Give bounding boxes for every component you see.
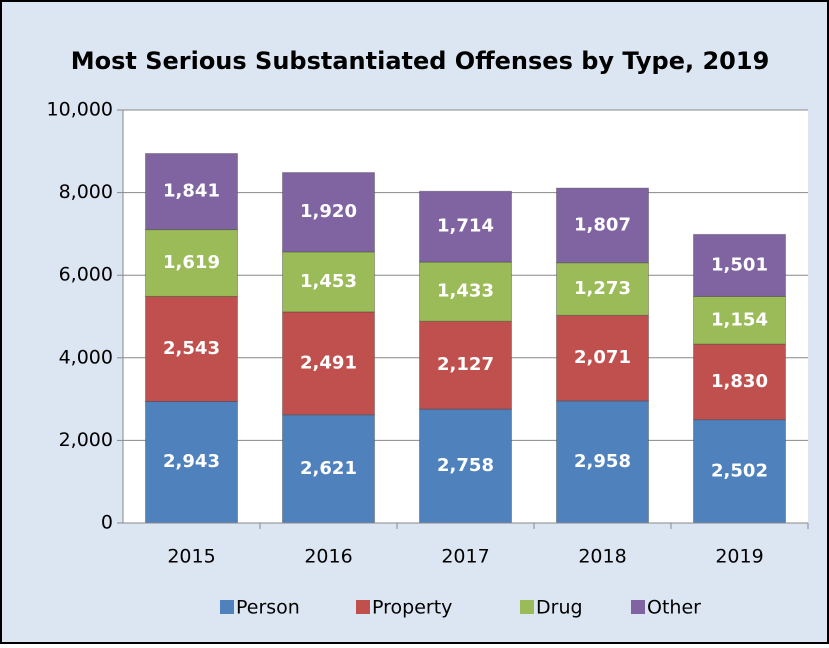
legend-label: Drug	[536, 597, 583, 619]
data-label: 1,273	[574, 278, 631, 299]
data-label: 2,491	[300, 352, 357, 373]
y-tick-label: 10,000	[47, 99, 113, 121]
data-label: 1,453	[300, 271, 357, 292]
bar-segment	[282, 172, 375, 253]
bar-segment	[282, 311, 375, 416]
data-label: 2,127	[437, 354, 494, 375]
legend-label: Other	[647, 597, 701, 619]
data-label: 1,714	[437, 216, 494, 237]
bar-segment	[145, 400, 238, 524]
legend-swatch	[356, 600, 370, 614]
bar-segment	[145, 229, 238, 297]
data-label: 2,502	[711, 460, 768, 481]
data-label: 1,841	[163, 181, 220, 202]
x-tick-label: 2016	[304, 546, 352, 568]
bar-segment	[556, 314, 649, 402]
bar-segment	[419, 320, 512, 410]
legend-swatch	[520, 600, 534, 614]
data-label: 1,619	[163, 252, 220, 273]
x-tick-label: 2017	[441, 546, 489, 568]
legend-swatch	[220, 600, 234, 614]
data-label: 1,154	[711, 309, 768, 330]
bar-segment	[419, 190, 512, 263]
bar-segment	[693, 295, 786, 345]
bar-segment	[556, 187, 649, 264]
data-label: 1,920	[300, 201, 357, 222]
data-label: 1,433	[437, 281, 494, 302]
x-tick-label: 2019	[715, 546, 763, 568]
data-label: 2,621	[300, 458, 357, 479]
x-tick-label: 2015	[167, 546, 215, 568]
data-label: 2,758	[437, 455, 494, 476]
y-tick-label: 0	[101, 512, 113, 534]
bar-segment	[419, 261, 512, 322]
bar-segment	[693, 419, 786, 524]
bar-segment	[282, 251, 375, 313]
bar-segment	[145, 153, 238, 231]
bar-segment	[693, 233, 786, 297]
y-tick-label: 8,000	[59, 181, 113, 203]
data-label: 2,958	[574, 451, 631, 472]
bar-segment	[419, 408, 512, 524]
data-label: 1,501	[711, 254, 768, 275]
x-tick-label: 2018	[578, 546, 626, 568]
bar-segment	[282, 414, 375, 524]
chart-title: Most Serious Substantiated Offenses by T…	[71, 47, 770, 75]
data-label: 1,830	[711, 371, 768, 392]
data-label: 2,943	[163, 451, 220, 472]
data-label: 1,807	[574, 214, 631, 235]
y-tick-label: 2,000	[59, 429, 113, 451]
bar-segment	[556, 400, 649, 524]
bar-segment	[556, 262, 649, 316]
data-label: 2,543	[163, 338, 220, 359]
legend-label: Person	[236, 597, 300, 619]
data-label: 2,071	[574, 347, 631, 368]
legend-swatch	[631, 600, 645, 614]
legend-label: Property	[372, 597, 452, 619]
bar-segment	[693, 343, 786, 421]
y-tick-label: 6,000	[59, 264, 113, 286]
y-tick-label: 4,000	[59, 346, 113, 368]
bar-segment	[145, 295, 238, 402]
